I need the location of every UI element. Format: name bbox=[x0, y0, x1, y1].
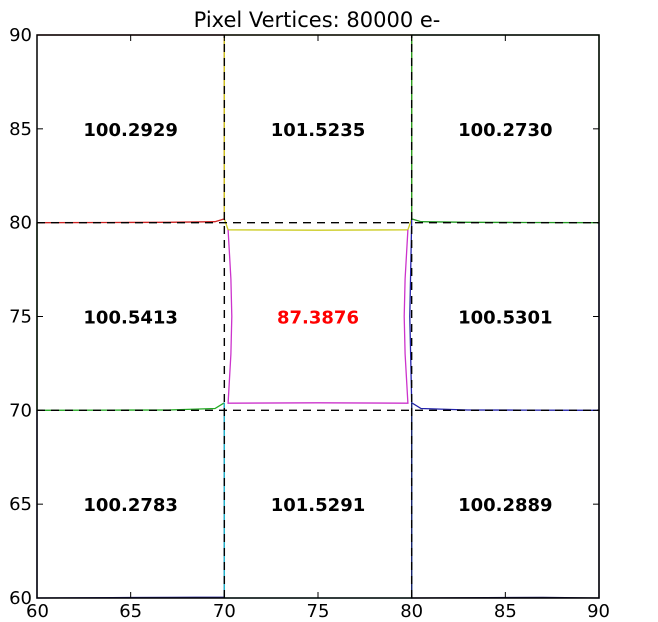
x-tick-label: 70 bbox=[213, 601, 236, 622]
x-tick-label: 75 bbox=[307, 601, 330, 622]
x-tick-label: 65 bbox=[119, 601, 142, 622]
y-tick-label: 80 bbox=[9, 213, 32, 234]
pixel-area-label: 100.5413 bbox=[83, 308, 178, 329]
pixel-area-label: 100.5301 bbox=[458, 308, 553, 329]
nominal-boundary-layer bbox=[37, 35, 599, 598]
x-tick-label: 90 bbox=[587, 601, 610, 622]
y-tick-label: 70 bbox=[9, 400, 32, 421]
x-tick-label: 80 bbox=[400, 601, 423, 622]
y-tick-label: 60 bbox=[9, 588, 32, 609]
pixel-boundary-series-4 bbox=[227, 229, 409, 404]
area-label-layer: 100.2929 101.5235 100.2730 100.5413 87.3876 1… bbox=[83, 120, 552, 516]
y-tick-label: 65 bbox=[9, 494, 32, 515]
pixel-area-label: 100.2730 bbox=[458, 120, 553, 141]
pixel-area-label: 100.2929 bbox=[83, 120, 178, 141]
pixel-area-label: 100.2889 bbox=[458, 495, 553, 516]
y-tick-label: 85 bbox=[9, 119, 32, 140]
pixel-area-label: 100.2783 bbox=[83, 495, 178, 516]
pixel-area-label: 101.5291 bbox=[271, 495, 366, 516]
y-tick-label: 90 bbox=[9, 25, 32, 46]
chart-title: Pixel Vertices: 80000 e- bbox=[194, 8, 441, 32]
x-tick-label: 60 bbox=[26, 601, 49, 622]
pixel-area-label: 87.3876 bbox=[277, 308, 359, 329]
x-tick-label: 85 bbox=[494, 601, 517, 622]
tick-layer: 60 65 70 75 80 85 90 60 65 70 75 80 85 90 bbox=[9, 25, 610, 622]
pixel-area-label: 101.5235 bbox=[271, 120, 366, 141]
y-tick-label: 75 bbox=[9, 307, 32, 328]
